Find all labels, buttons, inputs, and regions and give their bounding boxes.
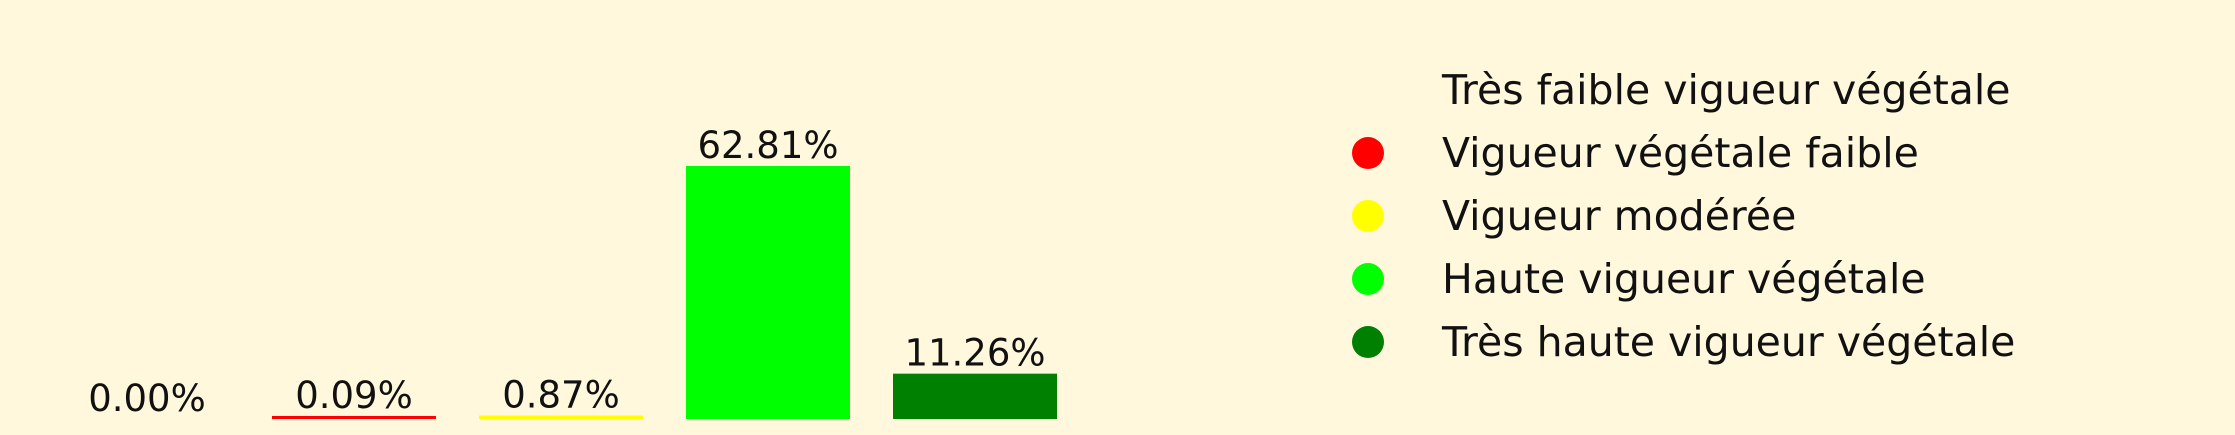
bar-value-label: 0.00% (88, 377, 206, 420)
bar-value-label: 0.87% (502, 373, 620, 416)
bar-chart: 0.00% 0.09% 0.87% 62.81% 11.26% (88, 124, 1057, 420)
legend-marker-icon (1352, 262, 1384, 295)
legend-label: Vigueur végétale faible (1442, 128, 1919, 177)
legend-item: Vigueur végétale faible (1340, 121, 2220, 184)
legend-item: Haute vigueur végétale (1340, 247, 2220, 310)
legend-label: Vigueur modérée (1442, 191, 1797, 240)
legend-item: Vigueur modérée (1340, 184, 2220, 247)
bar-value-label: 62.81% (697, 124, 838, 167)
bar (686, 166, 850, 419)
chart-legend: Très faible vigueur végétale Vigueur vég… (1340, 58, 2220, 373)
bar (893, 373, 1057, 419)
bar (479, 415, 643, 419)
legend-label: Très faible vigueur végétale (1442, 65, 2011, 114)
legend-label: Haute vigueur végétale (1442, 254, 1926, 303)
bar-value-label: 0.09% (295, 374, 413, 417)
legend-label: Très haute vigueur végétale (1442, 317, 2016, 366)
legend-marker-icon (1352, 136, 1384, 169)
bar (272, 416, 436, 419)
legend-item: Très faible vigueur végétale (1340, 58, 2220, 121)
legend-item: Très haute vigueur végétale (1340, 310, 2220, 373)
legend-marker-icon (1352, 199, 1384, 232)
legend-marker-icon (1352, 325, 1384, 358)
legend-marker-icon (1352, 73, 1384, 106)
bar-value-label: 11.26% (904, 332, 1045, 375)
